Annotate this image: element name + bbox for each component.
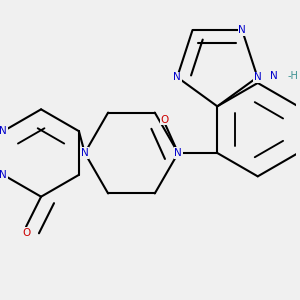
Text: N: N <box>270 71 278 81</box>
Text: N: N <box>254 72 261 82</box>
Text: O: O <box>22 228 30 238</box>
Text: N: N <box>174 148 182 158</box>
Text: N: N <box>81 148 88 158</box>
Text: O: O <box>160 115 169 125</box>
Text: N: N <box>238 25 246 35</box>
Text: N: N <box>0 170 7 180</box>
Text: N: N <box>0 126 7 136</box>
Text: N: N <box>173 72 181 82</box>
Text: -H: -H <box>287 71 298 81</box>
